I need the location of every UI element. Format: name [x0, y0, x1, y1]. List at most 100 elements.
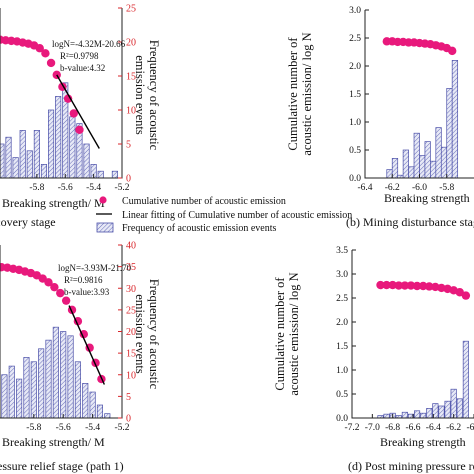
- bar: [23, 357, 30, 419]
- panel-c-caption: (c) Post mining pressure relief stage (p…: [0, 459, 124, 473]
- bar: [48, 109, 55, 179]
- bar: [401, 411, 408, 419]
- panel-a-right-ticks: 0 5 10 15 20 25: [118, 4, 136, 185]
- bar: [402, 149, 409, 179]
- bar: [12, 157, 19, 179]
- right-tick-label: 15: [126, 72, 136, 83]
- data-point: [448, 46, 457, 56]
- bar: [111, 170, 118, 179]
- x-tick-label: -5.4: [85, 423, 100, 433]
- data-point: [400, 281, 410, 290]
- bar: [19, 130, 26, 179]
- y-tick-label: 2.0: [336, 318, 348, 328]
- bar: [0, 143, 5, 179]
- y-tick-label: 1.0: [349, 118, 361, 128]
- data-point: [376, 280, 385, 290]
- x-tick-label: -7.2: [344, 423, 359, 433]
- panel-a-fit-line: [56, 74, 100, 149]
- panel-b-ylabel: Cumulative number ofacoustic emission/ l…: [286, 32, 314, 155]
- data-point: [75, 125, 84, 135]
- panel-b-bars: [386, 60, 459, 179]
- data-point: [425, 282, 434, 291]
- right-tick-label: 20: [126, 38, 136, 49]
- y-tick-label: 1.0: [336, 366, 348, 376]
- x-tick-label: -6.0: [466, 423, 474, 433]
- panel-c-annot-eq: logN=-3.93M-21.70: [58, 263, 132, 273]
- bar: [446, 88, 453, 179]
- data-point: [382, 280, 391, 290]
- right-tick-label: 20: [126, 327, 136, 338]
- x-tick-label: -5.6: [58, 183, 73, 193]
- x-tick-label: -6.6: [405, 423, 420, 433]
- bar: [424, 141, 431, 179]
- bar: [52, 326, 59, 419]
- bar: [40, 164, 48, 179]
- x-tick-label: -5.8: [439, 183, 454, 193]
- panel-a-annot-b: b-value:4.32: [60, 63, 105, 73]
- right-tick-label: 10: [126, 106, 136, 117]
- bar: [82, 383, 89, 419]
- y-tick-label: 0.5: [336, 390, 348, 400]
- x-tick-label: -6.4: [426, 423, 441, 433]
- panel-d-xlabel: Breaking strength: [380, 435, 466, 449]
- panel-d-ylabel-text-line: Cumulative number of: [273, 277, 287, 391]
- legend: Cumulative number of acoustic emission L…: [96, 196, 352, 234]
- bar: [408, 166, 415, 179]
- x-tick-label: -5.4: [86, 183, 101, 193]
- bar: [414, 410, 421, 419]
- bar: [60, 331, 67, 419]
- panel-d-ylabel-text-line: acoustic emission/ log N: [287, 272, 301, 395]
- bar: [462, 340, 469, 419]
- bar: [426, 408, 433, 419]
- bar: [104, 413, 111, 419]
- y-tick-label: 1.5: [349, 90, 361, 100]
- panel-a-frame: [0, 8, 123, 179]
- bar: [97, 170, 104, 179]
- x-tick-label: -6.0: [412, 183, 427, 193]
- bar: [420, 412, 427, 419]
- panel-a-annot-eq: logN=-4.32M-20.66: [52, 39, 126, 49]
- bar: [456, 398, 463, 419]
- y-tick-label: 0.0: [336, 414, 348, 424]
- bar: [5, 136, 12, 179]
- bar: [383, 413, 390, 419]
- bar: [26, 150, 33, 179]
- panel-b: -6.4 -6.2 -6.0 -5.8 0.0 0.5 1.0 1.5 2.0 2.5 3.0 B…: [286, 6, 474, 229]
- panel-c-right-axis-title-line: Frequency of acoustic: [147, 279, 161, 390]
- bar: [440, 146, 448, 179]
- bar: [33, 130, 40, 179]
- data-point: [69, 109, 78, 118]
- panel-c-right-axis-title-line: emission events: [133, 294, 147, 374]
- panel-a-xlabel: Breaking strength/ M: [2, 196, 105, 210]
- right-tick-label: 25: [126, 305, 136, 316]
- bar: [438, 405, 445, 419]
- x-tick-label: -6.8: [385, 423, 400, 433]
- panel-c-bars: [0, 326, 111, 419]
- data-point: [63, 94, 73, 103]
- panel-b-caption: (b) Mining disturbance stage: [346, 215, 474, 229]
- panel-c-xlabel: Breaking strength/ M: [2, 435, 105, 449]
- panel-a-right-axis-title-line: emission events: [133, 55, 147, 135]
- x-tick-label: -6.2: [446, 423, 461, 433]
- bar: [16, 378, 23, 419]
- y-tick-label: 0.0: [349, 174, 361, 184]
- x-tick-label: -7.0: [365, 423, 380, 433]
- data-point: [388, 280, 397, 290]
- right-tick-label: 30: [126, 284, 136, 295]
- panel-d-ylabel-text: Cumulative number ofacoustic emission/ l…: [273, 272, 301, 395]
- bar: [386, 169, 393, 179]
- panel-b-x-ticks: -6.4 -6.2 -6.0 -5.8: [357, 174, 455, 193]
- bar: [444, 400, 451, 419]
- bar: [38, 348, 45, 419]
- x-tick-label: -6.4: [357, 183, 372, 193]
- data-point: [461, 291, 471, 300]
- bar: [69, 116, 76, 179]
- bar: [451, 60, 459, 179]
- panel-d-bars: [377, 340, 469, 419]
- y-tick-label: 3.0: [349, 6, 361, 16]
- right-tick-label: 10: [126, 370, 136, 381]
- legend-item-points: Cumulative number of acoustic emission: [122, 196, 286, 207]
- panel-b-points: [382, 37, 457, 56]
- data-point: [406, 281, 416, 290]
